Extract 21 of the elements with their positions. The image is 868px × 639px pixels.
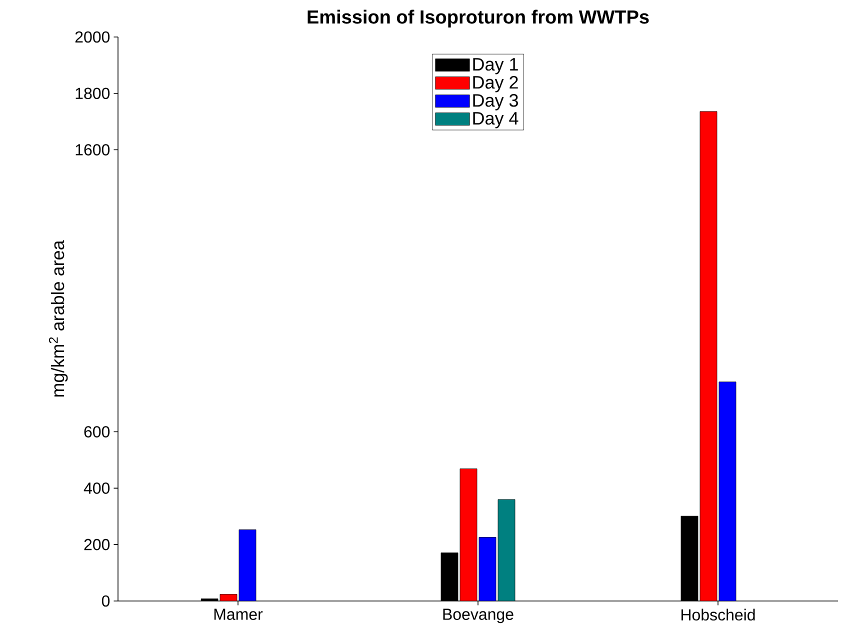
bar — [478, 537, 496, 601]
legend-label: Day 4 — [473, 112, 518, 128]
legend-label: Day 2 — [473, 76, 518, 92]
y-tick-label: 200 — [84, 538, 110, 550]
y-tick-label: 600 — [84, 426, 110, 438]
y-tick-label: 0 — [102, 595, 110, 607]
y-tick-label: 400 — [84, 482, 110, 494]
x-tick-label: Boevange — [443, 608, 514, 624]
legend-label: Day 1 — [473, 58, 518, 74]
bar — [718, 382, 736, 601]
y-tick-label: 1600 — [76, 144, 110, 156]
x-tick-label: Hobscheid — [682, 608, 755, 621]
bar — [460, 468, 478, 601]
legend-label: Day 3 — [473, 94, 518, 110]
bar — [700, 111, 718, 601]
chart-title: Emission of Isoproturon from WWTPs — [308, 10, 649, 28]
x-tick-label: Mamer — [214, 608, 263, 620]
bar — [238, 529, 256, 601]
y-tick-label: 1800 — [76, 88, 110, 100]
y-tick-label: 2000 — [75, 31, 110, 43]
y-axis-title: mg/km$^{2}$ arable area — [48, 240, 68, 397]
